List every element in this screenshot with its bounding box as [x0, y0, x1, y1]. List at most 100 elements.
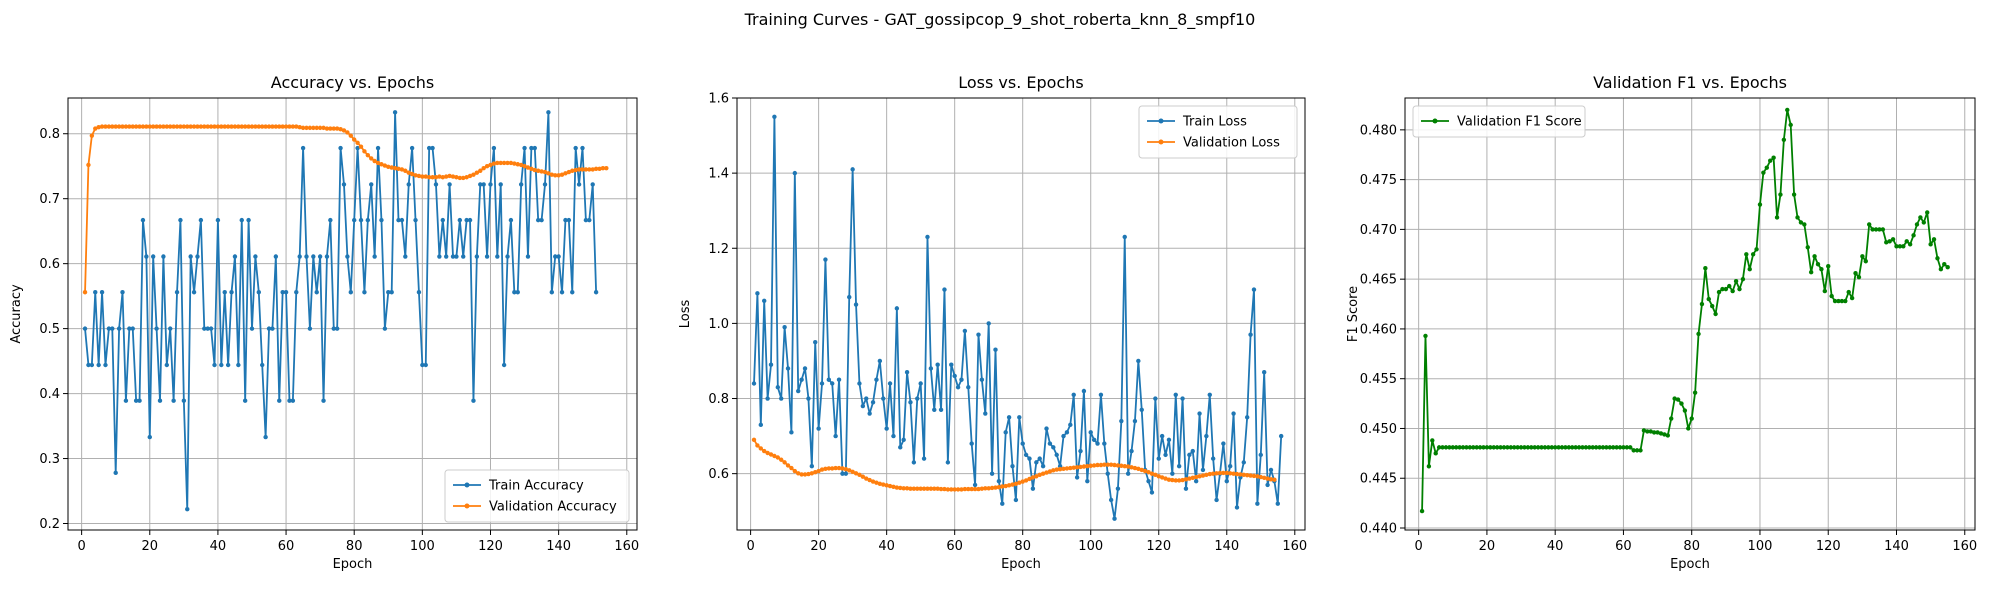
data-point	[474, 170, 480, 175]
data-point	[185, 507, 190, 512]
y-tick-label: 0.440	[1360, 522, 1397, 537]
data-point	[99, 290, 105, 295]
x-tick-label: 60	[278, 539, 295, 554]
data-point	[928, 366, 934, 371]
data-point	[942, 287, 947, 292]
data-point	[1064, 466, 1070, 471]
y-axis-label: Accuracy	[9, 284, 24, 344]
data-point	[246, 124, 251, 129]
data-point	[396, 166, 401, 172]
data-point	[802, 366, 808, 371]
data-point	[280, 290, 285, 295]
x-tick-label: 100	[1078, 539, 1103, 554]
data-point	[1563, 445, 1568, 450]
data-point	[1006, 415, 1012, 420]
data-point	[478, 182, 483, 187]
y-tick-label: 0.470	[1360, 223, 1397, 238]
data-point	[590, 182, 595, 187]
data-point	[461, 254, 466, 259]
data-point	[433, 175, 439, 180]
data-point	[1238, 472, 1243, 477]
data-point	[171, 398, 176, 403]
data-point	[1051, 468, 1056, 473]
data-point	[1037, 472, 1042, 477]
data-point	[1911, 233, 1916, 238]
data-point	[1268, 467, 1274, 473]
legend-label: Validation Loss	[1183, 136, 1280, 151]
data-point	[508, 160, 514, 166]
data-point	[1023, 478, 1029, 483]
data-point	[1587, 445, 1592, 450]
data-point	[426, 145, 432, 151]
data-point	[1190, 475, 1195, 480]
data-point	[1010, 482, 1015, 487]
data-point	[1720, 286, 1725, 292]
data-point	[491, 145, 497, 151]
data-point	[1764, 165, 1770, 170]
data-point	[515, 162, 520, 167]
data-point	[962, 328, 968, 334]
data-point	[1805, 245, 1810, 250]
data-point	[796, 471, 801, 476]
data-point	[1200, 467, 1206, 473]
data-point	[1013, 497, 1019, 503]
data-point	[1901, 244, 1906, 249]
data-point	[983, 486, 988, 491]
data-point	[430, 175, 435, 180]
data-point	[362, 290, 367, 295]
data-point	[1180, 477, 1185, 483]
data-point	[1187, 452, 1192, 458]
data-point	[369, 182, 374, 187]
data-point	[894, 306, 900, 311]
data-point	[1542, 445, 1548, 450]
data-point	[1645, 429, 1650, 434]
x-tick-label: 0	[746, 539, 754, 554]
data-point	[1234, 505, 1240, 510]
data-point	[755, 443, 760, 448]
data-point	[416, 290, 422, 295]
data-point	[1221, 470, 1226, 476]
data-point	[375, 160, 381, 166]
data-point	[850, 167, 855, 172]
data-point	[157, 398, 163, 403]
data-point	[758, 446, 764, 451]
data-point	[447, 173, 452, 179]
data-point	[501, 160, 507, 166]
data-point	[457, 175, 463, 181]
data-point	[314, 125, 319, 131]
data-point	[1426, 464, 1432, 469]
data-point	[823, 466, 828, 471]
data-point	[898, 445, 903, 450]
data-point	[789, 430, 794, 435]
data-point	[365, 217, 371, 223]
data-point	[1733, 278, 1739, 284]
data-point	[1244, 415, 1250, 420]
data-point	[242, 124, 248, 129]
data-point	[352, 137, 357, 142]
y-tick-label: 0.475	[1360, 173, 1397, 188]
data-point	[178, 217, 183, 223]
data-point	[563, 171, 568, 176]
data-point	[355, 145, 360, 151]
data-point	[317, 254, 323, 259]
data-point	[911, 460, 917, 465]
data-point	[386, 164, 391, 170]
data-point	[792, 170, 798, 176]
data-point	[539, 217, 544, 223]
data-point	[137, 124, 142, 129]
data-point	[1474, 445, 1479, 450]
data-point	[874, 377, 879, 382]
data-point	[328, 126, 333, 131]
data-point	[1112, 516, 1117, 521]
data-point	[587, 167, 592, 172]
data-point	[256, 290, 261, 295]
data-point	[1894, 244, 1899, 249]
legend-swatch-marker	[464, 503, 470, 509]
data-point	[976, 332, 981, 337]
data-point	[1464, 445, 1469, 450]
data-point	[437, 254, 442, 259]
data-point	[232, 254, 238, 259]
data-point	[345, 130, 350, 135]
data-point	[1176, 478, 1182, 483]
data-point	[249, 124, 255, 129]
